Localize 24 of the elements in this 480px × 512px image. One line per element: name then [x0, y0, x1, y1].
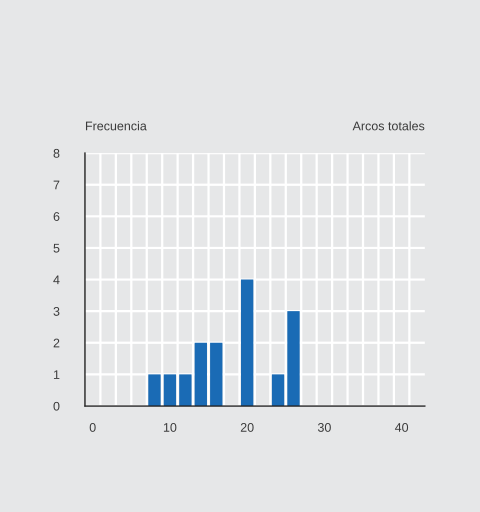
y-axis-title: Frecuencia	[86, 121, 147, 130]
bar	[210, 342, 222, 406]
x-tick-label: 30	[318, 423, 331, 432]
y-tick-label: 1	[54, 370, 60, 379]
bar	[194, 342, 207, 406]
y-tick-label: 3	[53, 306, 60, 316]
y-tick-label: 4	[53, 275, 60, 284]
y-tick-label: 6	[54, 212, 60, 221]
bar	[287, 311, 300, 406]
x-axis-title: Arcos totales	[352, 121, 424, 130]
x-tick-label: 20	[240, 423, 254, 432]
bar	[148, 374, 161, 406]
x-tick-label: 40	[394, 423, 408, 432]
x-tick-label: 10	[164, 423, 176, 432]
y-tick-label: 2	[54, 338, 60, 348]
y-tick-label: 5	[54, 244, 60, 253]
bar	[164, 374, 176, 406]
bar	[272, 374, 284, 406]
x-tick-label: 0	[90, 423, 96, 432]
bar	[240, 280, 254, 406]
bar	[179, 374, 192, 406]
y-tick-label: 7	[54, 180, 60, 190]
y-tick-label: 8	[54, 148, 60, 158]
y-tick-label: 0	[53, 402, 60, 411]
